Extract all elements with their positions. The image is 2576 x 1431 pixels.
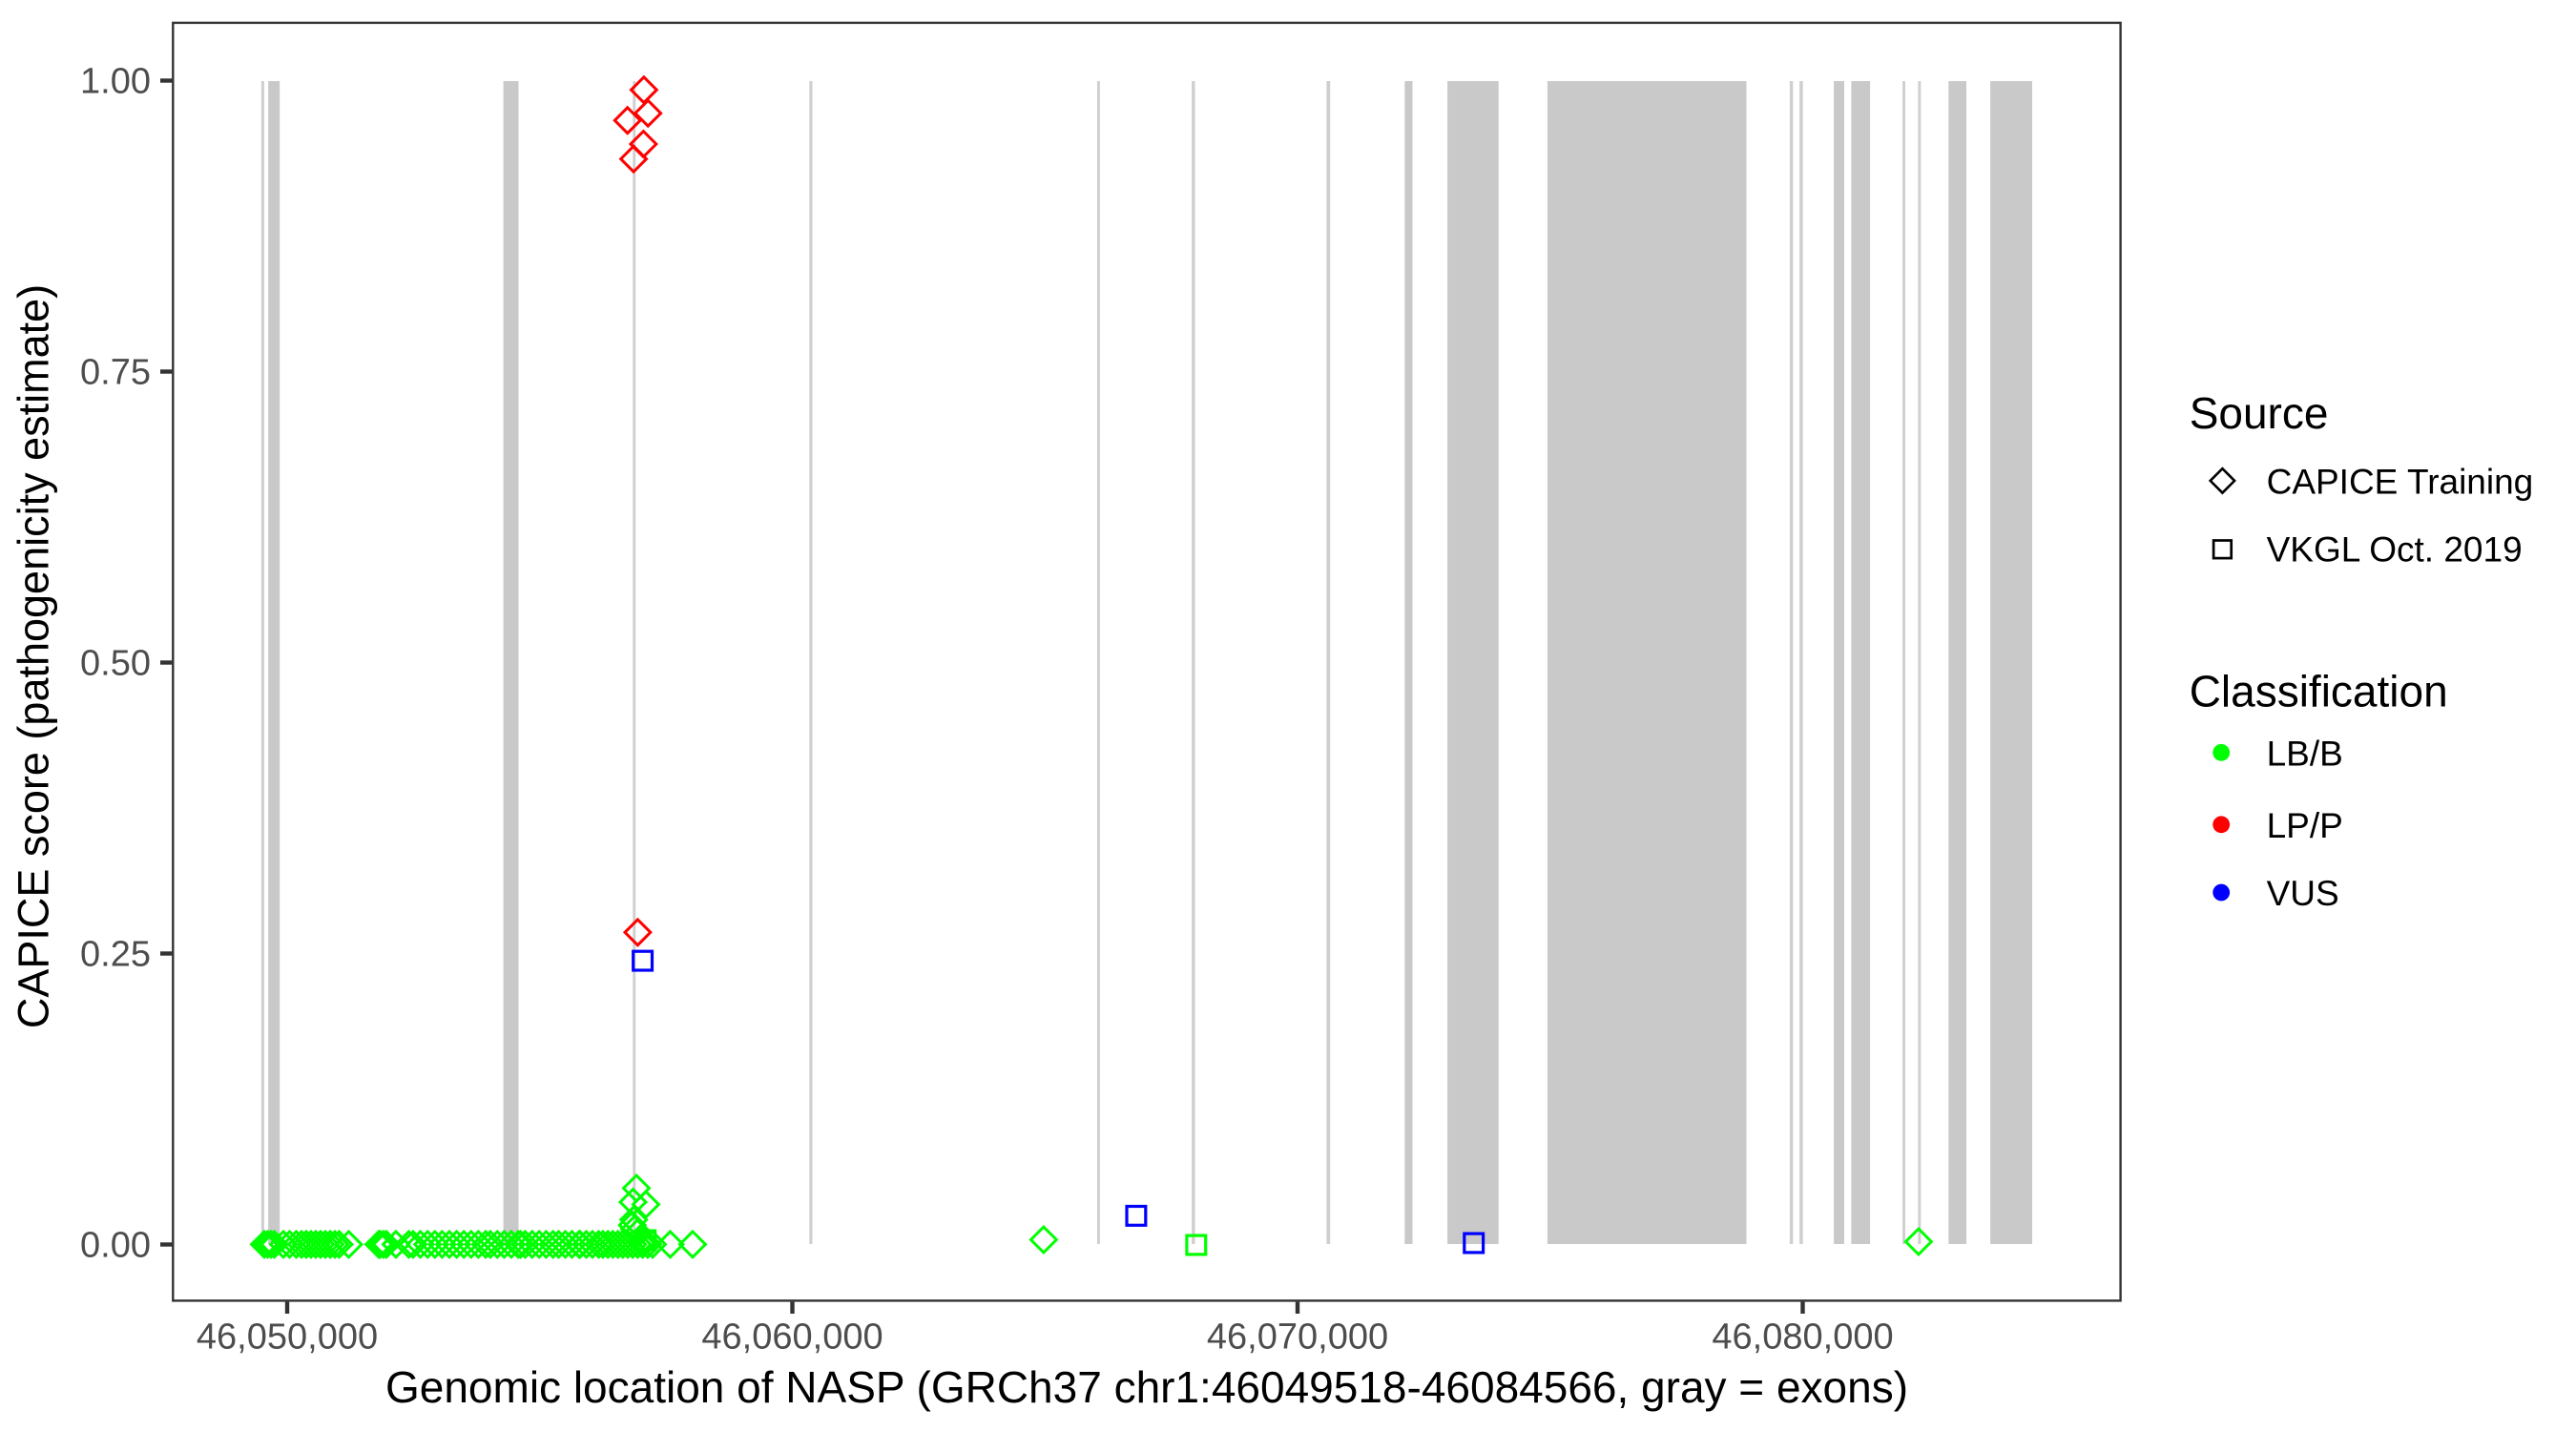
svg-text:Source: Source [2190, 388, 2329, 438]
svg-text:1.00: 1.00 [80, 62, 151, 102]
svg-text:0.25: 0.25 [80, 935, 151, 975]
svg-text:0.00: 0.00 [80, 1226, 151, 1266]
svg-text:Genomic location of NASP (GRCh: Genomic location of NASP (GRCh37 chr1:46… [385, 1362, 1908, 1412]
svg-text:CAPICE Training: CAPICE Training [2267, 463, 2534, 502]
svg-text:VUS: VUS [2267, 874, 2339, 913]
svg-text:LP/P: LP/P [2267, 806, 2343, 845]
svg-text:VKGL Oct. 2019: VKGL Oct. 2019 [2267, 530, 2523, 570]
svg-text:0.75: 0.75 [80, 353, 151, 393]
svg-text:Classification: Classification [2190, 667, 2448, 716]
svg-text:46,070,000: 46,070,000 [1207, 1317, 1388, 1358]
svg-text:LB/B: LB/B [2267, 734, 2343, 773]
svg-text:46,060,000: 46,060,000 [701, 1317, 883, 1358]
svg-text:46,050,000: 46,050,000 [197, 1317, 378, 1358]
svg-text:0.50: 0.50 [80, 644, 151, 684]
svg-text:CAPICE score (pathogenicity es: CAPICE score (pathogenicity estimate) [10, 284, 58, 1028]
svg-text:46,080,000: 46,080,000 [1712, 1317, 1893, 1358]
